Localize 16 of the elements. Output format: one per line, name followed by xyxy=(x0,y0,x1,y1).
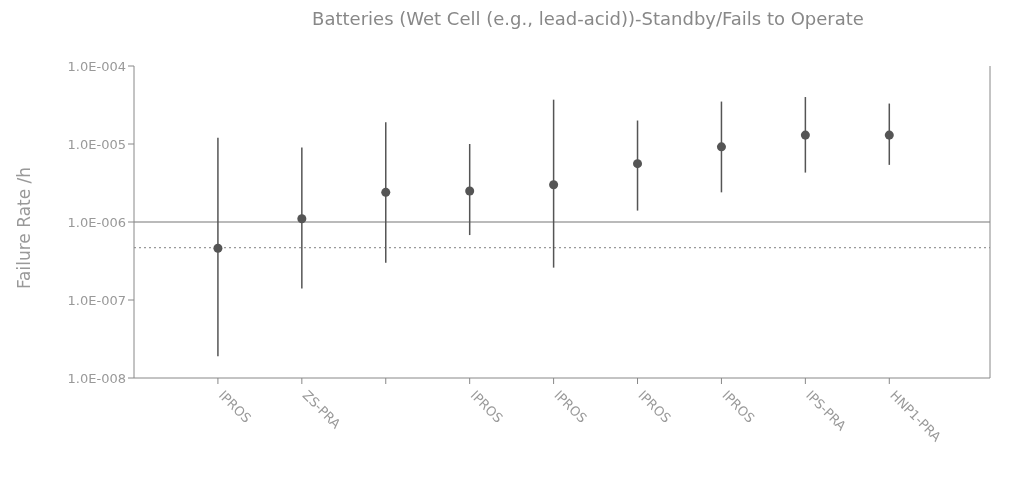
y-tick-label: 1.0E-007 xyxy=(67,292,126,308)
y-tick-label: 1.0E-008 xyxy=(67,370,126,386)
chart-title: Batteries (Wet Cell (e.g., lead-acid))-Standby/Fails to Operate xyxy=(311,8,865,29)
point xyxy=(213,243,223,253)
point xyxy=(549,180,559,190)
point xyxy=(800,130,810,140)
point xyxy=(633,159,643,169)
y-axis-title: Failure Rate /h xyxy=(14,166,35,290)
point xyxy=(465,186,475,196)
point xyxy=(884,130,894,140)
point xyxy=(716,142,726,152)
y-tick-label: 1.0E-005 xyxy=(67,136,126,152)
y-tick-label: 1.0E-004 xyxy=(67,58,126,74)
point xyxy=(381,187,391,197)
point xyxy=(297,214,307,224)
y-tick-label: 1.0E-006 xyxy=(67,214,126,230)
